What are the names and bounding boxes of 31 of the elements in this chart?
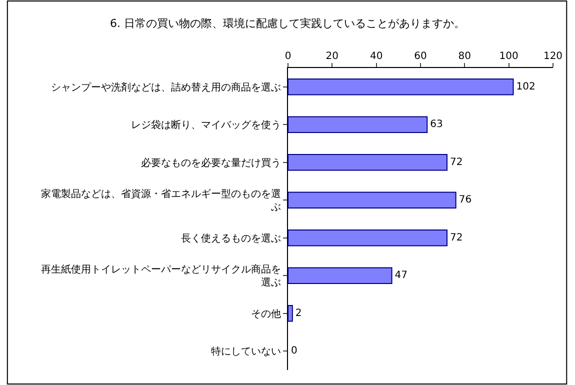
data-label: 102 [516, 81, 536, 92]
x-tick-label: 60 [414, 51, 427, 62]
y-tick-label: 特にしていない [211, 346, 281, 358]
y-tick-label: レジ袋は断り、マイバッグを使う [131, 119, 281, 132]
y-tick-label: 家電製品などは、省資源・省エネルギー型のものを選ぶ [41, 188, 281, 214]
x-tick-label: 80 [458, 51, 472, 62]
data-label: 2 [295, 308, 302, 319]
y-tick-label: その他 [251, 308, 281, 320]
bar [288, 267, 392, 284]
bar [288, 229, 448, 246]
x-tick-label: 0 [284, 51, 292, 62]
chart-title: 6. 日常の買い物の際、環境に配慮して実践していることがありますか。 [110, 16, 465, 30]
bar [288, 154, 448, 171]
x-tick-label: 20 [326, 51, 339, 62]
y-tick-label: シャンプーや洗剤などは、詰め替え用の商品を選ぶ [51, 81, 281, 94]
data-label: 72 [450, 156, 463, 168]
data-label: 63 [430, 119, 443, 130]
y-tick-label: 再生紙使用トイレットペーパーなどリサイクル商品を選ぶ [41, 264, 281, 289]
x-tick-label: 40 [370, 51, 383, 62]
bar [288, 116, 428, 134]
bar [288, 78, 514, 96]
data-label: 0 [291, 346, 298, 357]
bar [288, 192, 456, 209]
x-tick-label: 100 [499, 51, 518, 62]
data-label: 76 [458, 194, 472, 206]
y-tick-label: 必要なものを必要な量だけ買う [141, 156, 281, 169]
bar [288, 304, 293, 322]
data-label: 47 [394, 270, 408, 282]
y-tick-label: 長く使えるものを選ぶ [181, 232, 281, 244]
x-tick-label: 120 [543, 51, 563, 62]
data-label: 72 [450, 232, 463, 244]
